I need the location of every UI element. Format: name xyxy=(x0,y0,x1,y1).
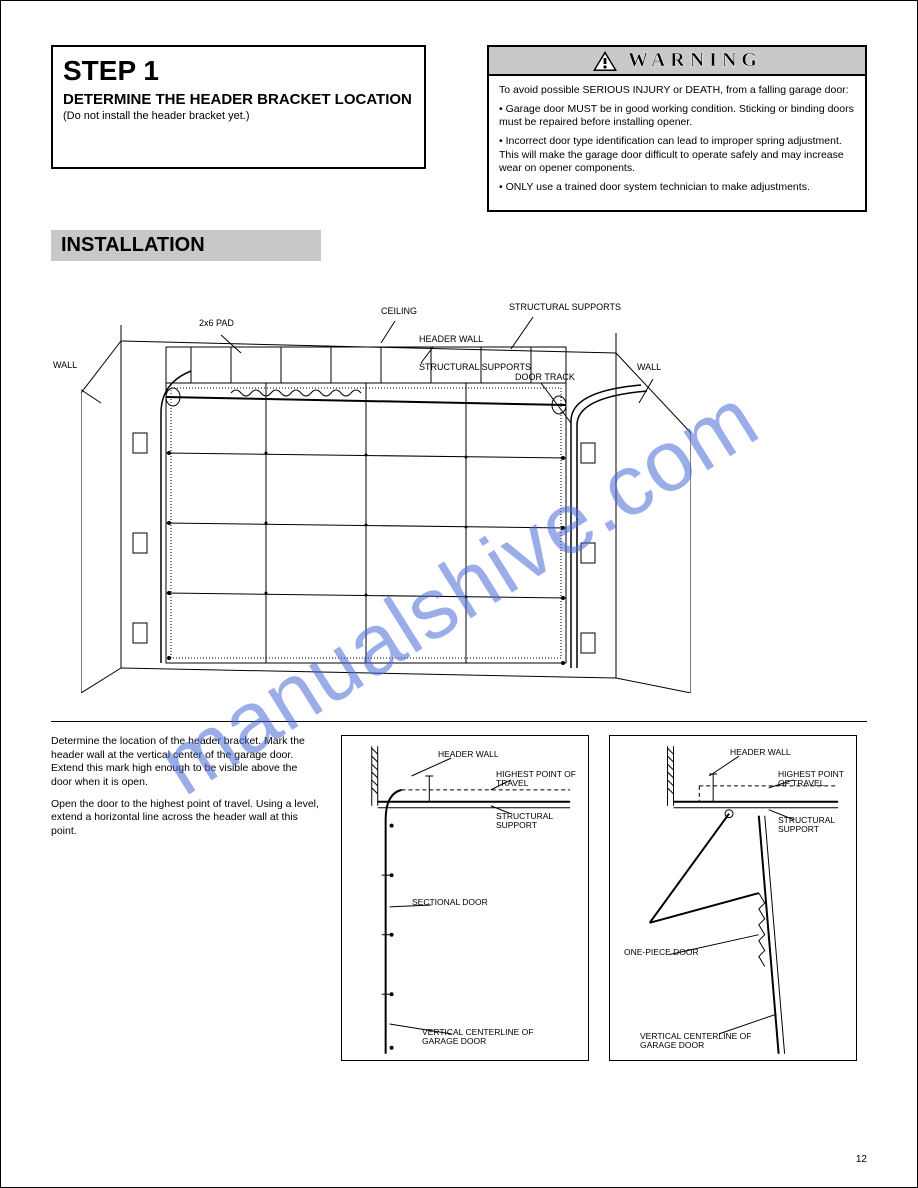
pa-travel: HIGHEST POINT OF TRAVEL xyxy=(496,770,588,789)
pb-support: STRUCTURAL SUPPORT xyxy=(778,816,856,835)
pb-header: HEADER WALL xyxy=(730,748,791,757)
lower-p2: Open the door to the highest point of tr… xyxy=(51,798,321,839)
warning-box: WARNING To avoid possible SERIOUS INJURY… xyxy=(487,45,867,212)
label-support-1: STRUCTURAL SUPPORTS xyxy=(509,303,621,313)
label-2x6-pad: 2x6 PAD xyxy=(199,319,234,329)
footer: 12 xyxy=(51,1154,867,1165)
page-number: 12 xyxy=(856,1154,867,1165)
garage-svg xyxy=(81,263,691,693)
warning-p1: To avoid possible SERIOUS INJURY or DEAT… xyxy=(499,84,855,97)
lower-text: Determine the location of the header bra… xyxy=(51,735,321,1061)
warning-header: WARNING xyxy=(489,47,865,76)
pa-header: HEADER WALL xyxy=(438,750,499,759)
warning-b1: • Garage door MUST be in good working co… xyxy=(499,103,855,129)
warning-icon xyxy=(592,50,618,72)
installation-heading: INSTALLATION xyxy=(51,230,321,261)
step-box: STEP 1 DETERMINE THE HEADER BRACKET LOCA… xyxy=(51,45,426,169)
warning-body: To avoid possible SERIOUS INJURY or DEAT… xyxy=(489,76,865,210)
pa-vline: VERTICAL CENTERLINE OF GARAGE DOOR xyxy=(422,1028,572,1047)
pa-support: STRUCTURAL SUPPORT xyxy=(496,812,588,831)
pa-door: SECTIONAL DOOR xyxy=(412,898,488,907)
warning-b2: • Incorrect door type identification can… xyxy=(499,135,855,174)
pb-door: ONE-PIECE DOOR xyxy=(624,948,699,957)
warning-b3: • ONLY use a trained door system technic… xyxy=(499,181,855,194)
step-title: DETERMINE THE HEADER BRACKET LOCATION xyxy=(63,91,414,108)
label-wall-right: WALL xyxy=(637,363,677,373)
panel-onepiece: HEADER WALL HIGHEST POINT OF TRAVEL STRU… xyxy=(609,735,857,1061)
garage-figure: WALL 2x6 PAD CEILING HEADER WALL STRUCTU… xyxy=(81,263,691,693)
step-subtitle: (Do not install the header bracket yet.) xyxy=(63,110,414,122)
label-door-track: DOOR TRACK xyxy=(515,373,575,383)
label-ceiling: CEILING xyxy=(381,307,417,317)
divider xyxy=(51,721,867,722)
label-header: HEADER WALL xyxy=(419,335,483,345)
pb-vline: VERTICAL CENTERLINE OF GARAGE DOOR xyxy=(640,1032,780,1051)
pb-travel: HIGHEST POINT OF TRAVEL xyxy=(778,770,856,789)
lower-section: Determine the location of the header bra… xyxy=(51,735,867,1061)
warning-heading: WARNING xyxy=(628,49,762,72)
page: STEP 1 DETERMINE THE HEADER BRACKET LOCA… xyxy=(0,0,918,1188)
lower-p1: Determine the location of the header bra… xyxy=(51,735,321,790)
top-row: STEP 1 DETERMINE THE HEADER BRACKET LOCA… xyxy=(51,45,867,212)
panel-sectional: HEADER WALL HIGHEST POINT OF TRAVEL STRU… xyxy=(341,735,589,1061)
label-wall-left: WALL xyxy=(53,361,83,371)
step-number: STEP 1 xyxy=(63,55,414,87)
